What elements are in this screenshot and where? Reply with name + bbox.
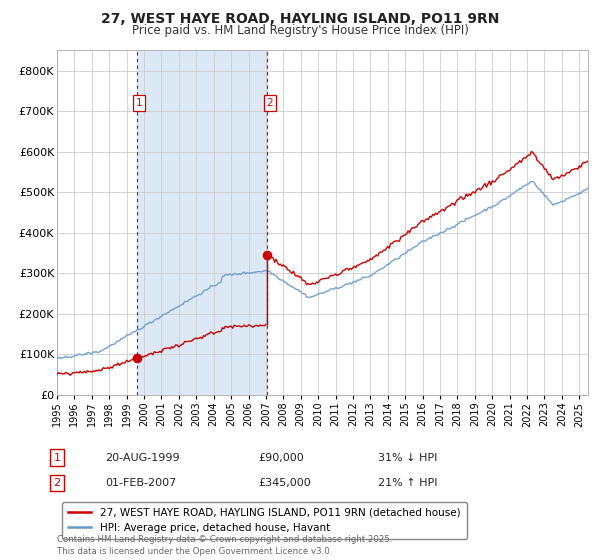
Bar xyxy=(137,50,268,395)
Text: 21% ↑ HPI: 21% ↑ HPI xyxy=(378,478,437,488)
Text: £345,000: £345,000 xyxy=(258,478,311,488)
Legend: 27, WEST HAYE ROAD, HAYLING ISLAND, PO11 9RN (detached house), HPI: Average pric: 27, WEST HAYE ROAD, HAYLING ISLAND, PO11… xyxy=(62,502,467,539)
Text: 1: 1 xyxy=(136,98,143,108)
Point xyxy=(263,250,272,259)
Text: Price paid vs. HM Land Registry's House Price Index (HPI): Price paid vs. HM Land Registry's House … xyxy=(131,24,469,36)
Text: 01-FEB-2007: 01-FEB-2007 xyxy=(105,478,176,488)
Text: 20-AUG-1999: 20-AUG-1999 xyxy=(105,452,179,463)
Point xyxy=(132,354,142,363)
Text: 2: 2 xyxy=(53,478,61,488)
Text: £90,000: £90,000 xyxy=(258,452,304,463)
Text: 27, WEST HAYE ROAD, HAYLING ISLAND, PO11 9RN: 27, WEST HAYE ROAD, HAYLING ISLAND, PO11… xyxy=(101,12,499,26)
Text: 31% ↓ HPI: 31% ↓ HPI xyxy=(378,452,437,463)
Text: 2: 2 xyxy=(266,98,273,108)
Text: 1: 1 xyxy=(53,452,61,463)
Text: Contains HM Land Registry data © Crown copyright and database right 2025.
This d: Contains HM Land Registry data © Crown c… xyxy=(57,535,392,556)
